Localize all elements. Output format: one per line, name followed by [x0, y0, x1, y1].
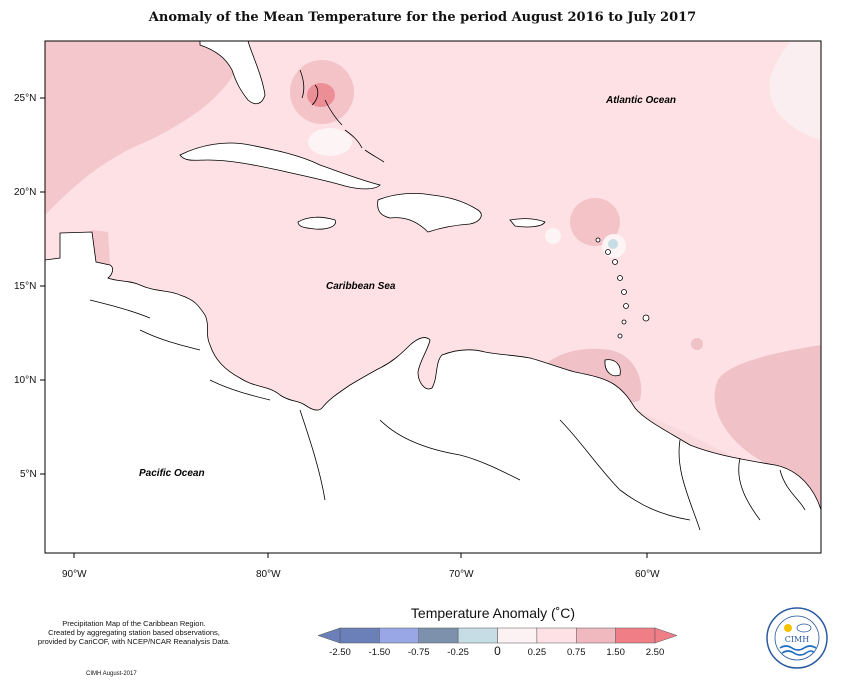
legend-colorbar — [317, 627, 678, 644]
anomaly-bahamas-hotspot — [307, 83, 335, 107]
credit-date: CIMH August-2017 — [86, 671, 137, 677]
guianas-borders — [559, 419, 806, 531]
longitude-ticks — [73, 553, 648, 558]
latitude-ticks — [40, 97, 45, 475]
logo-text: CIMH — [785, 635, 809, 644]
anomaly-gulf-zone — [45, 41, 245, 215]
legend-tick-label: -0.25 — [447, 647, 469, 658]
land-jamaica — [297, 216, 336, 230]
lat-label-5n: 5°N — [20, 469, 37, 480]
anomaly-leeward-zone — [570, 198, 620, 246]
anomaly-virgin-islands-spot — [545, 228, 561, 244]
credit-line: Precipitation Map of the Caribbean Regio… — [62, 619, 206, 628]
legend-swatch — [457, 627, 498, 644]
legend-tick-label: 0 — [494, 644, 501, 658]
anomaly-se-zone — [714, 345, 821, 510]
lon-label-80w: 80°W — [256, 569, 281, 580]
pacific-ocean-label: Pacific Ocean — [139, 468, 205, 479]
cimh-logo: CIMH — [766, 607, 828, 669]
land-puerto-rico — [509, 218, 546, 228]
legend-swatch — [536, 627, 577, 644]
legend-swatch — [418, 627, 459, 644]
legend-ticks: -2.50 -1.50 -0.75 -0.25 0 0.25 0.75 1.50 2.50 — [329, 644, 664, 658]
legend-swatch — [339, 627, 380, 644]
legend-tick-label: -1.50 — [369, 647, 391, 658]
map-title: Anomaly of the Mean Temperature for the … — [148, 10, 697, 25]
lat-label-15n: 15°N — [14, 281, 36, 292]
legend-tick-label: -2.50 — [329, 647, 351, 658]
lat-label-20n: 20°N — [14, 187, 36, 198]
credit-text: Precipitation Map of the Caribbean Regio… — [14, 619, 254, 646]
legend-swatch — [615, 627, 656, 644]
legend-swatch — [379, 627, 419, 644]
sun-icon — [784, 624, 792, 632]
caribbean-sea-label: Caribbean Sea — [326, 281, 396, 292]
lon-label-60w: 60°W — [635, 569, 660, 580]
credit-line: Created by aggregating station based obs… — [48, 628, 220, 637]
anomaly-belize-zone — [92, 230, 110, 265]
lon-label-70w: 70°W — [449, 569, 474, 580]
anomaly-ne-zone — [769, 41, 821, 140]
land-hispaniola — [377, 193, 482, 233]
anomaly-cuba-cool-spot — [308, 128, 352, 156]
lat-label-25n: 25°N — [14, 93, 36, 104]
lon-label-90w: 90°W — [62, 569, 87, 580]
legend-swatch — [576, 627, 616, 644]
land-central-south-america — [45, 231, 821, 553]
land-florida — [199, 41, 266, 105]
lat-label-10n: 10°N — [14, 375, 36, 386]
legend-title: Temperature Anomaly (˚C) — [410, 605, 576, 621]
legend-tick-label: 1.50 — [606, 647, 625, 658]
anomaly-barbados-spot — [691, 338, 703, 350]
legend-max-arrow — [654, 627, 678, 644]
land-lesser-antilles — [595, 237, 650, 377]
map-frame — [44, 40, 822, 554]
land-bahamas — [299, 69, 385, 163]
credit-line: provided by CariCOF, with NCEP/NCAR Rean… — [37, 637, 231, 646]
legend-tick-label: 0.25 — [528, 647, 547, 658]
legend-swatch — [497, 627, 538, 644]
legend-tick-label: 0.75 — [567, 647, 586, 658]
legend-min-arrow — [317, 627, 341, 644]
cloud-icon — [796, 623, 812, 633]
atlantic-ocean-label: Atlantic Ocean — [605, 95, 676, 106]
wave-icon — [779, 645, 817, 656]
central-america-borders — [89, 299, 521, 501]
legend-tick-label: -0.75 — [408, 647, 430, 658]
land-cuba — [179, 142, 381, 190]
anomaly-antigua-cool — [608, 239, 618, 249]
legend-tick-label: 2.50 — [646, 647, 665, 658]
